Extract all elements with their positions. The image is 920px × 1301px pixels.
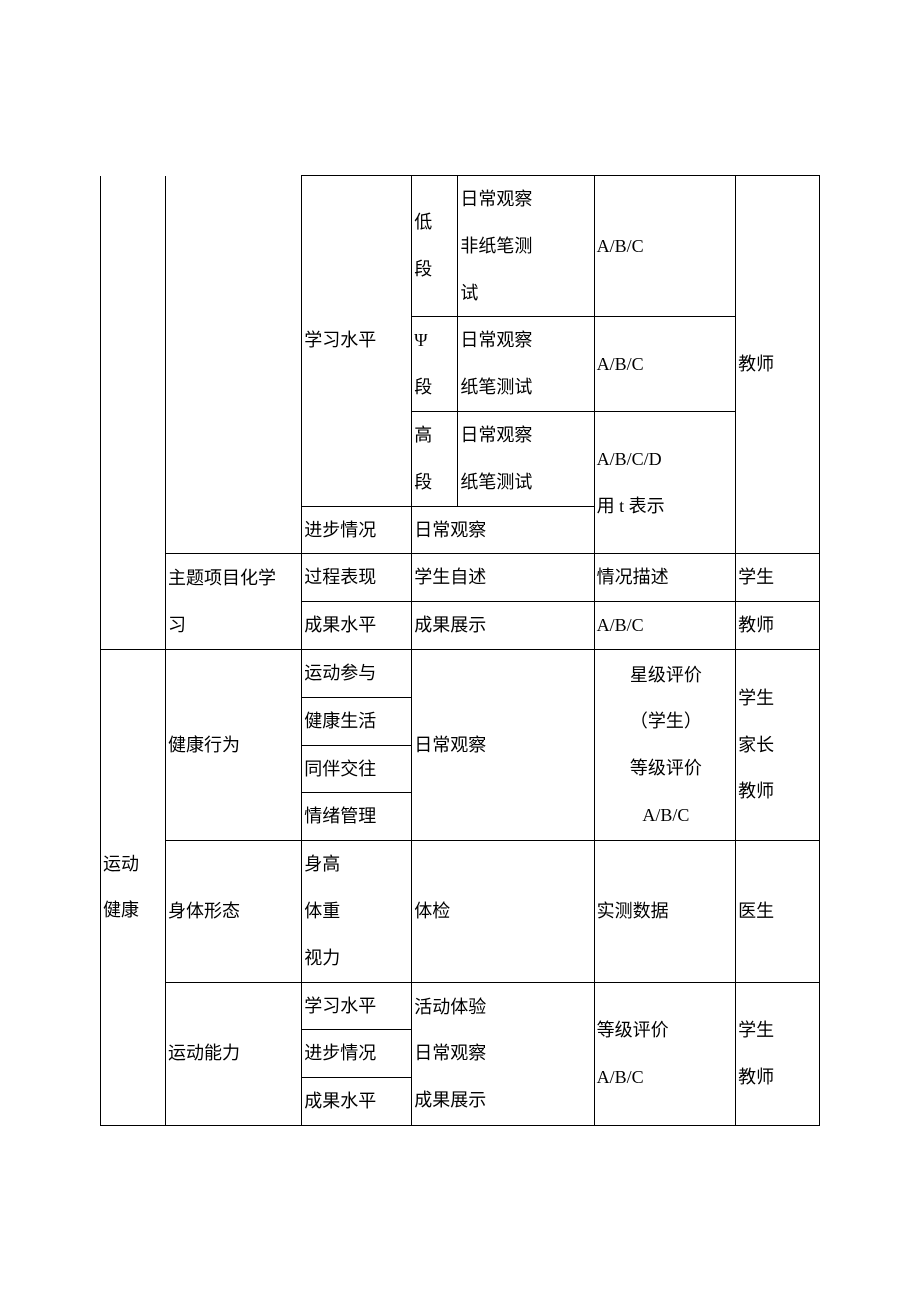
cell-evaluator-teacher-2: 教师 xyxy=(736,602,820,650)
cell-evaluator-student: 学生 xyxy=(736,554,820,602)
cell-grade-6: A/B/C xyxy=(594,602,735,650)
cell-method-4: 日常观察 xyxy=(412,506,594,554)
cell-mid-grade: Ψ段 xyxy=(412,317,458,412)
cell-result-level-2: 成果水平 xyxy=(302,1078,412,1126)
cell-grade-3: A/B/C/D用 t 表示 xyxy=(594,412,735,554)
cell-peer: 同伴交往 xyxy=(302,745,412,793)
table-row: 运动能力 学习水平 活动体验日常观察成果展示 等级评价A/B/C 学生教师 xyxy=(101,982,820,1030)
cell-method-6: 成果展示 xyxy=(412,602,594,650)
cell-result-level: 成果水平 xyxy=(302,602,412,650)
table-row: 学习水平 低段 日常观察非纸笔测试 A/B/C 教师 xyxy=(101,176,820,317)
table-row: 主题项目化学习 过程表现 学生自述 情况描述 学生 xyxy=(101,554,820,602)
cell-grade-11: 实测数据 xyxy=(594,841,735,982)
cell-method-3: 日常观察纸笔测试 xyxy=(458,412,594,507)
cell-healthy-life: 健康生活 xyxy=(302,697,412,745)
cell-process: 过程表现 xyxy=(302,554,412,602)
cell-cat2-blank xyxy=(165,176,301,554)
cell-progress: 进步情况 xyxy=(302,506,412,554)
cell-method-1: 日常观察非纸笔测试 xyxy=(458,176,594,317)
cell-grade-12: 等级评价A/B/C xyxy=(594,982,735,1125)
table-row: 身体形态 身高体重视力 体检 实测数据 医生 xyxy=(101,841,820,982)
evaluation-table: 学习水平 低段 日常观察非纸笔测试 A/B/C 教师 Ψ段 日常观察纸笔测试 A… xyxy=(100,175,820,1126)
cell-grade-2: A/B/C xyxy=(594,317,735,412)
cell-evaluator-teacher: 教师 xyxy=(736,176,820,554)
cell-learning-level: 学习水平 xyxy=(302,176,412,507)
cell-grade-5: 情况描述 xyxy=(594,554,735,602)
cell-evaluator-12: 学生教师 xyxy=(736,982,820,1125)
cell-method-7: 日常观察 xyxy=(412,650,594,841)
cell-project-learning: 主题项目化学习 xyxy=(165,554,301,650)
cell-body-shape: 身体形态 xyxy=(165,841,301,982)
cell-sport-participate: 运动参与 xyxy=(302,650,412,698)
cell-grade-7: 星级评价（学生）等级评价A/B/C xyxy=(594,650,735,841)
cell-progress-2: 进步情况 xyxy=(302,1030,412,1078)
cell-body-metrics: 身高体重视力 xyxy=(302,841,412,982)
cell-grade-1: A/B/C xyxy=(594,176,735,317)
cell-method-5: 学生自述 xyxy=(412,554,594,602)
cell-high-grade: 高段 xyxy=(412,412,458,507)
cell-evaluator-7: 学生家长教师 xyxy=(736,650,820,841)
cell-cat1-blank xyxy=(101,176,166,650)
cell-sport-ability: 运动能力 xyxy=(165,982,301,1125)
cell-sport-health: 运动健康 xyxy=(101,650,166,1126)
cell-emotion: 情绪管理 xyxy=(302,793,412,841)
cell-method-12: 活动体验日常观察成果展示 xyxy=(412,982,594,1125)
cell-learn-level-2: 学习水平 xyxy=(302,982,412,1030)
cell-low-grade: 低段 xyxy=(412,176,458,317)
cell-method-2: 日常观察纸笔测试 xyxy=(458,317,594,412)
cell-evaluator-doctor: 医生 xyxy=(736,841,820,982)
cell-method-11: 体检 xyxy=(412,841,594,982)
table-row: 运动健康 健康行为 运动参与 日常观察 星级评价（学生）等级评价A/B/C 学生… xyxy=(101,650,820,698)
cell-health-behavior: 健康行为 xyxy=(165,650,301,841)
